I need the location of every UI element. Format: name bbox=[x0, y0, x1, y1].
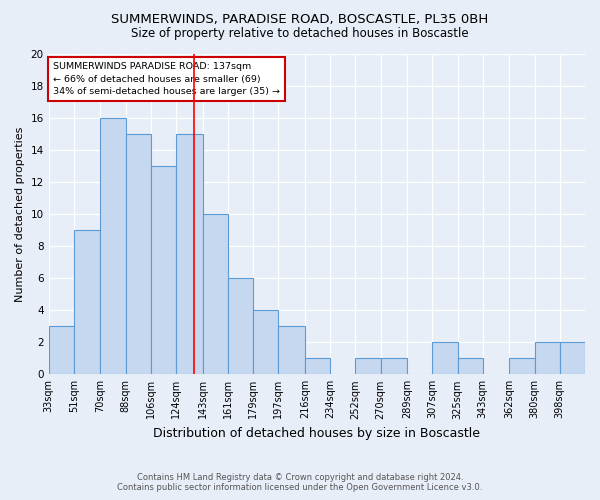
Bar bbox=[433, 342, 458, 374]
Bar bbox=[458, 358, 483, 374]
Bar bbox=[380, 358, 407, 374]
Bar bbox=[151, 166, 176, 374]
Bar bbox=[125, 134, 151, 374]
Bar bbox=[100, 118, 125, 374]
Bar bbox=[278, 326, 305, 374]
Bar bbox=[74, 230, 100, 374]
Bar bbox=[560, 342, 585, 374]
Text: SUMMERWINDS, PARADISE ROAD, BOSCASTLE, PL35 0BH: SUMMERWINDS, PARADISE ROAD, BOSCASTLE, P… bbox=[112, 12, 488, 26]
Text: SUMMERWINDS PARADISE ROAD: 137sqm
← 66% of detached houses are smaller (69)
34% : SUMMERWINDS PARADISE ROAD: 137sqm ← 66% … bbox=[53, 62, 280, 96]
Bar bbox=[305, 358, 330, 374]
Bar bbox=[49, 326, 74, 374]
Bar bbox=[203, 214, 228, 374]
X-axis label: Distribution of detached houses by size in Boscastle: Distribution of detached houses by size … bbox=[154, 427, 481, 440]
Bar bbox=[228, 278, 253, 374]
Bar bbox=[535, 342, 560, 374]
Bar bbox=[355, 358, 380, 374]
Text: Size of property relative to detached houses in Boscastle: Size of property relative to detached ho… bbox=[131, 28, 469, 40]
Bar bbox=[253, 310, 278, 374]
Bar bbox=[176, 134, 203, 374]
Y-axis label: Number of detached properties: Number of detached properties bbox=[15, 126, 25, 302]
Bar bbox=[509, 358, 535, 374]
Text: Contains HM Land Registry data © Crown copyright and database right 2024.
Contai: Contains HM Land Registry data © Crown c… bbox=[118, 473, 482, 492]
